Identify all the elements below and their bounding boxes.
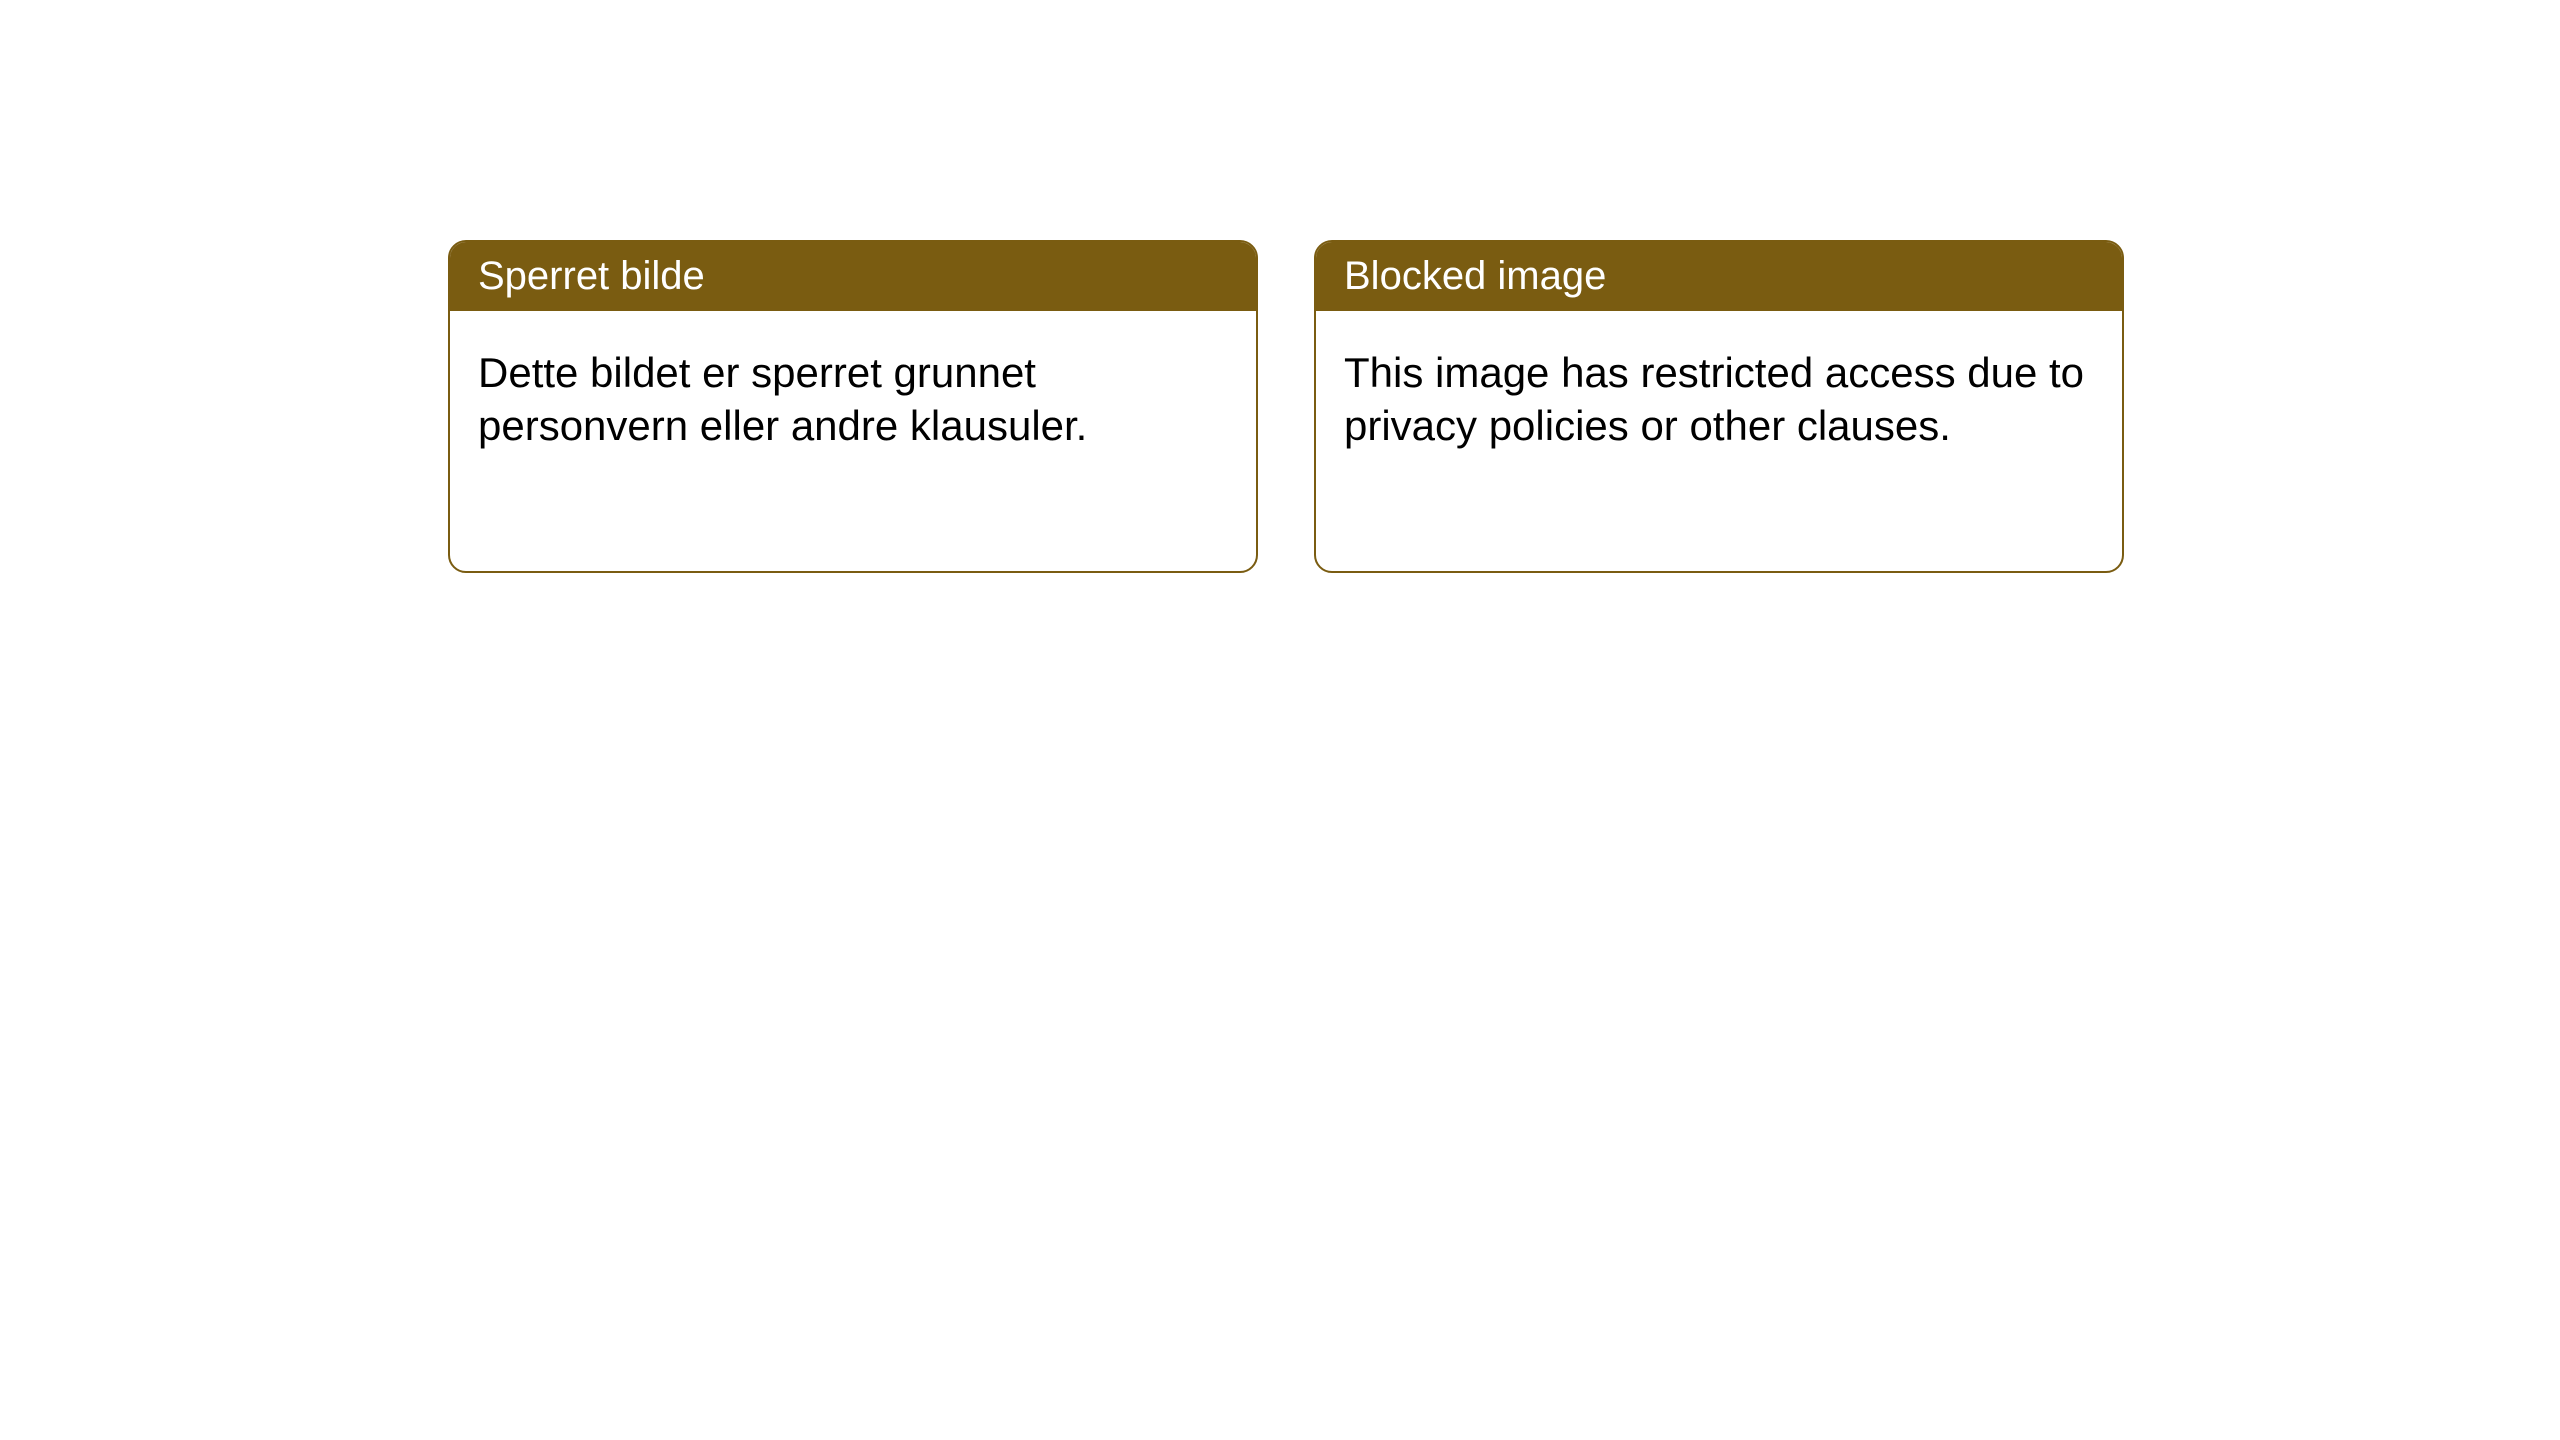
notice-cards-container: Sperret bilde Dette bildet er sperret gr… bbox=[448, 240, 2124, 573]
card-header: Sperret bilde bbox=[450, 242, 1256, 311]
notice-card-norwegian: Sperret bilde Dette bildet er sperret gr… bbox=[448, 240, 1258, 573]
card-body: Dette bildet er sperret grunnet personve… bbox=[450, 311, 1256, 571]
card-body: This image has restricted access due to … bbox=[1316, 311, 2122, 571]
card-header: Blocked image bbox=[1316, 242, 2122, 311]
notice-card-english: Blocked image This image has restricted … bbox=[1314, 240, 2124, 573]
